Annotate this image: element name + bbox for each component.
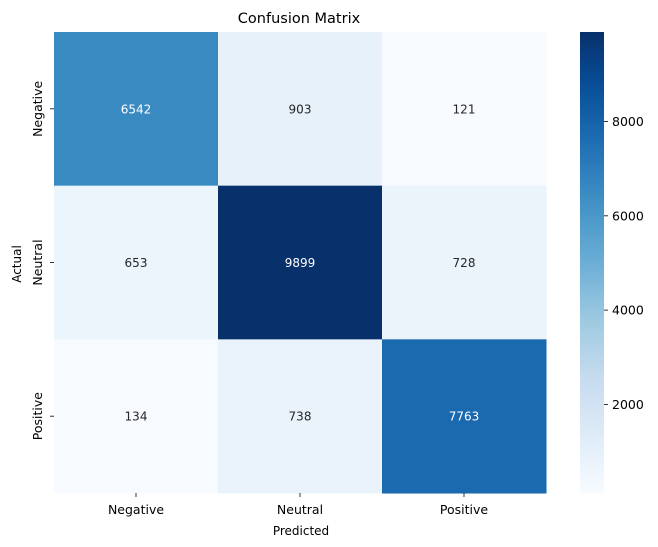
- heatmap-cell: [218, 185, 383, 340]
- heatmap-cell: [54, 185, 219, 340]
- colorbar-tick-label: 6000: [612, 208, 644, 223]
- x-tick-label: Negative: [108, 502, 164, 517]
- y-axis-label: Actual: [10, 245, 24, 283]
- cell-value-label: 738: [289, 410, 312, 424]
- heatmap-cell: [382, 185, 547, 340]
- colorbar-tick-label: 8000: [612, 114, 644, 129]
- heatmap-cell: [218, 339, 383, 494]
- cell-value-label: 134: [125, 410, 148, 424]
- cell-value-label: 6542: [121, 102, 152, 116]
- cell-value-label: 7763: [449, 410, 480, 424]
- colorbar: [580, 32, 604, 493]
- y-tick-label: Neutral: [30, 239, 45, 285]
- cell-value-label: 653: [125, 256, 148, 270]
- x-tick-label: Positive: [440, 502, 488, 517]
- y-axis-ticks: Negative Neutral Positive: [30, 80, 54, 440]
- cell-value-label: 9899: [285, 256, 316, 270]
- heatmap-cell: [54, 32, 219, 187]
- chart-title: Confusion Matrix: [238, 11, 361, 27]
- heatmap-cells: 6542 903 121 653 9899 728 134 738 7763: [54, 32, 547, 494]
- colorbar-ticks: 2000 4000 6000 8000: [604, 114, 644, 412]
- cell-value-label: 728: [453, 256, 476, 270]
- cell-value-label: 903: [289, 102, 312, 116]
- x-axis-label: Predicted: [273, 524, 329, 538]
- x-axis-ticks: Negative Neutral Positive: [108, 493, 488, 517]
- x-tick-label: Neutral: [277, 502, 323, 517]
- heatmap-cell: [382, 339, 547, 494]
- heatmap-cell: [382, 32, 547, 187]
- cell-value-label: 121: [453, 102, 476, 116]
- heatmap-cell: [218, 32, 383, 187]
- heatmap-cell: [54, 339, 219, 494]
- y-tick-label: Negative: [30, 80, 45, 136]
- colorbar-tick-label: 2000: [612, 397, 644, 412]
- colorbar-tick-label: 4000: [612, 303, 644, 318]
- y-tick-label: Positive: [30, 392, 45, 440]
